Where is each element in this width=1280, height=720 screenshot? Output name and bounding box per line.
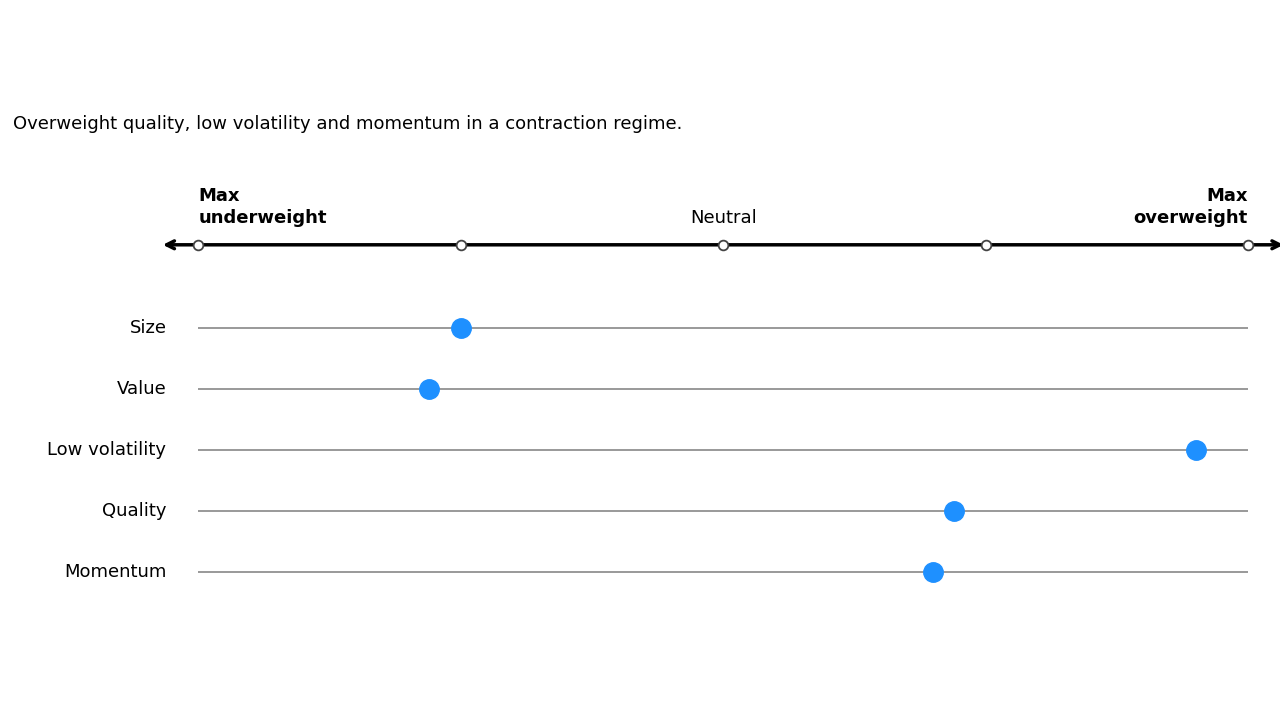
Text: Low volatility: Low volatility [47,441,166,459]
Text: Overweight quality, low volatility and momentum in a contraction regime.: Overweight quality, low volatility and m… [13,115,682,133]
Text: Momentum: Momentum [64,563,166,582]
Text: Quality: Quality [102,503,166,520]
Text: Max
overweight: Max overweight [1134,187,1248,227]
Text: Neutral: Neutral [690,209,756,227]
Text: Value: Value [116,380,166,397]
Text: Max
underweight: Max underweight [198,187,326,227]
Text: Size: Size [129,318,166,336]
